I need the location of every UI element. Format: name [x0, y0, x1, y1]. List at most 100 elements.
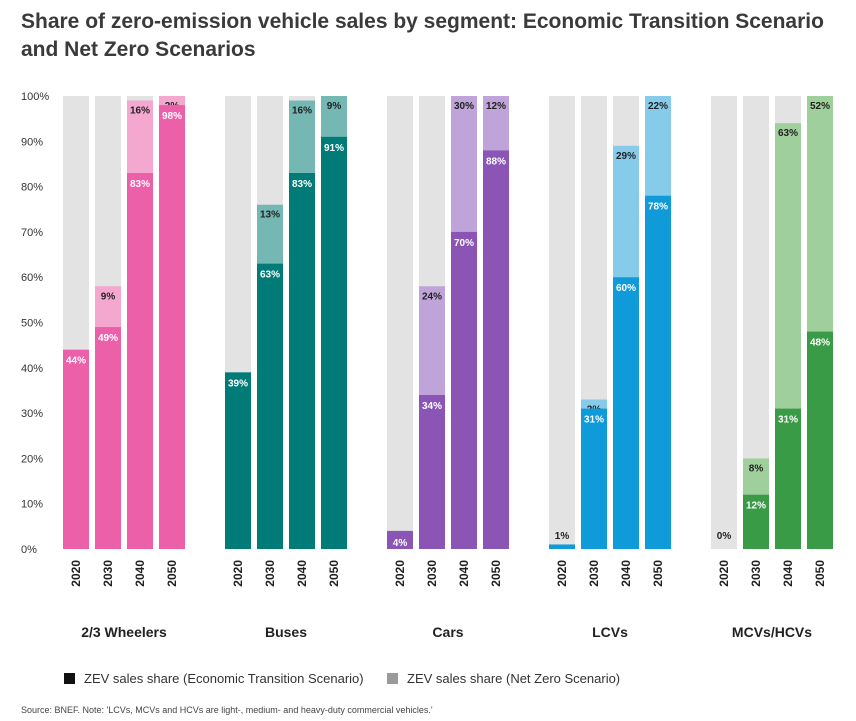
bar-netzero-2050 — [645, 96, 671, 196]
bar-netzero-2040 — [451, 96, 477, 232]
bar-background — [549, 96, 575, 549]
data-label-ets: 98% — [162, 111, 182, 122]
x-tick-label: 2050 — [165, 560, 179, 587]
bar-ets-2030 — [257, 263, 283, 549]
y-tick-label: 80% — [21, 182, 43, 194]
bar-ets-2050 — [807, 331, 833, 549]
y-tick-label: 40% — [21, 363, 43, 375]
bar-netzero-2050 — [321, 96, 347, 137]
bar-netzero-2030 — [95, 286, 121, 328]
x-tick-label: 2020 — [717, 560, 731, 587]
y-tick-label: 30% — [21, 408, 43, 420]
x-tick-label: 2030 — [749, 560, 763, 587]
x-tick-label: 2040 — [619, 560, 633, 587]
x-tick-label: 2040 — [457, 560, 471, 587]
data-label-netzero: 12% — [486, 101, 506, 112]
x-tick-label: 2020 — [555, 560, 569, 587]
data-label-ets: 83% — [292, 179, 312, 190]
data-label-netzero: 9% — [327, 101, 342, 112]
x-tick-label: 2020 — [69, 560, 83, 587]
bar-netzero-2030 — [419, 286, 445, 395]
bar-ets-2050 — [321, 136, 347, 549]
x-tick-label: 2020 — [231, 560, 245, 587]
bar-ets-2040 — [775, 408, 801, 549]
bar-ets-2040 — [613, 277, 639, 549]
data-label-netzero: 24% — [422, 291, 442, 302]
x-tick-label: 2030 — [101, 560, 115, 587]
y-tick-label: 50% — [21, 318, 43, 330]
legend-item-nz: ZEV sales share (Net Zero Scenario) — [387, 671, 620, 686]
data-label-ets: 48% — [810, 338, 830, 349]
data-label-ets: 63% — [260, 270, 280, 281]
x-tick-label: 2050 — [327, 560, 341, 587]
bar-netzero-2040 — [127, 100, 153, 174]
y-tick-label: 60% — [21, 272, 43, 284]
y-tick-label: 0% — [21, 544, 37, 556]
legend-swatch-ets — [64, 673, 75, 684]
bar-background — [711, 96, 737, 549]
bar-netzero-2030 — [743, 458, 769, 495]
x-tick-label: 2050 — [651, 560, 665, 587]
data-label-netzero: 16% — [130, 106, 150, 117]
bar-ets-2040 — [127, 173, 153, 549]
x-tick-label: 2040 — [133, 560, 147, 587]
x-tick-label: 2040 — [295, 560, 309, 587]
x-tick-label: 2050 — [489, 560, 503, 587]
chart-legend: ZEV sales share (Economic Transition Sce… — [0, 671, 856, 691]
bar-ets-2020 — [549, 544, 575, 549]
data-label-ets: 31% — [584, 415, 604, 426]
bar-netzero-2040 — [613, 145, 639, 278]
data-label-netzero: 9% — [101, 291, 116, 302]
bar-netzero-2050 — [159, 96, 185, 106]
bar-netzero-2030 — [581, 399, 607, 409]
x-tick-label: 2020 — [393, 560, 407, 587]
data-label-netzero: 13% — [260, 210, 280, 221]
data-label-ets: 70% — [454, 238, 474, 249]
bar-background — [387, 96, 413, 549]
chart-title: Share of zero-emission vehicle sales by … — [21, 10, 824, 61]
group-label: LCVs — [592, 624, 628, 640]
bar-ets-2030 — [95, 327, 121, 549]
bar-ets-2030 — [419, 394, 445, 549]
data-label-ets: 31% — [778, 415, 798, 426]
y-tick-label: 90% — [21, 136, 43, 148]
bar-ets-2040 — [289, 173, 315, 549]
x-tick-label: 2030 — [587, 560, 601, 587]
data-label-netzero: 22% — [648, 101, 668, 112]
bar-netzero-2050 — [483, 96, 509, 151]
x-tick-label: 2030 — [263, 560, 277, 587]
y-tick-label: 10% — [21, 499, 43, 511]
data-label-ets: 39% — [228, 378, 248, 389]
data-label-ets: 60% — [616, 283, 636, 294]
bar-ets-2050 — [645, 195, 671, 549]
data-label-ets: 4% — [393, 538, 408, 549]
bar-netzero-2040 — [289, 100, 315, 174]
y-tick-label: 70% — [21, 227, 43, 239]
bar-ets-2030 — [581, 408, 607, 549]
data-label-netzero: 30% — [454, 101, 474, 112]
legend-label-nz: ZEV sales share (Net Zero Scenario) — [407, 671, 621, 686]
x-tick-label: 2030 — [425, 560, 439, 587]
bar-netzero-2050 — [807, 96, 833, 332]
data-label-ets: 44% — [66, 356, 86, 367]
group-label: Buses — [265, 624, 307, 640]
bar-ets-2050 — [483, 150, 509, 550]
group-label: MCVs/HCVs — [732, 624, 812, 640]
data-label-ets: 88% — [486, 156, 506, 167]
bar-ets-2050 — [159, 105, 185, 549]
data-label-netzero: 8% — [749, 463, 764, 474]
data-label-netzero: 52% — [810, 101, 830, 112]
data-label-netzero: 63% — [778, 128, 798, 139]
bar-ets-2020 — [225, 372, 251, 549]
data-label-ets: 0% — [717, 531, 732, 542]
source-note: Source: BNEF. Note: 'LCVs, MCVs and HCVs… — [21, 705, 433, 715]
bar-netzero-2040 — [775, 123, 801, 409]
data-label-ets: 83% — [130, 179, 150, 190]
data-label-ets: 1% — [555, 531, 570, 542]
data-label-netzero: 16% — [292, 106, 312, 117]
bar-ets-2020 — [63, 349, 89, 549]
bar-ets-2040 — [451, 231, 477, 549]
data-label-ets: 78% — [648, 202, 668, 213]
y-tick-label: 20% — [21, 453, 43, 465]
